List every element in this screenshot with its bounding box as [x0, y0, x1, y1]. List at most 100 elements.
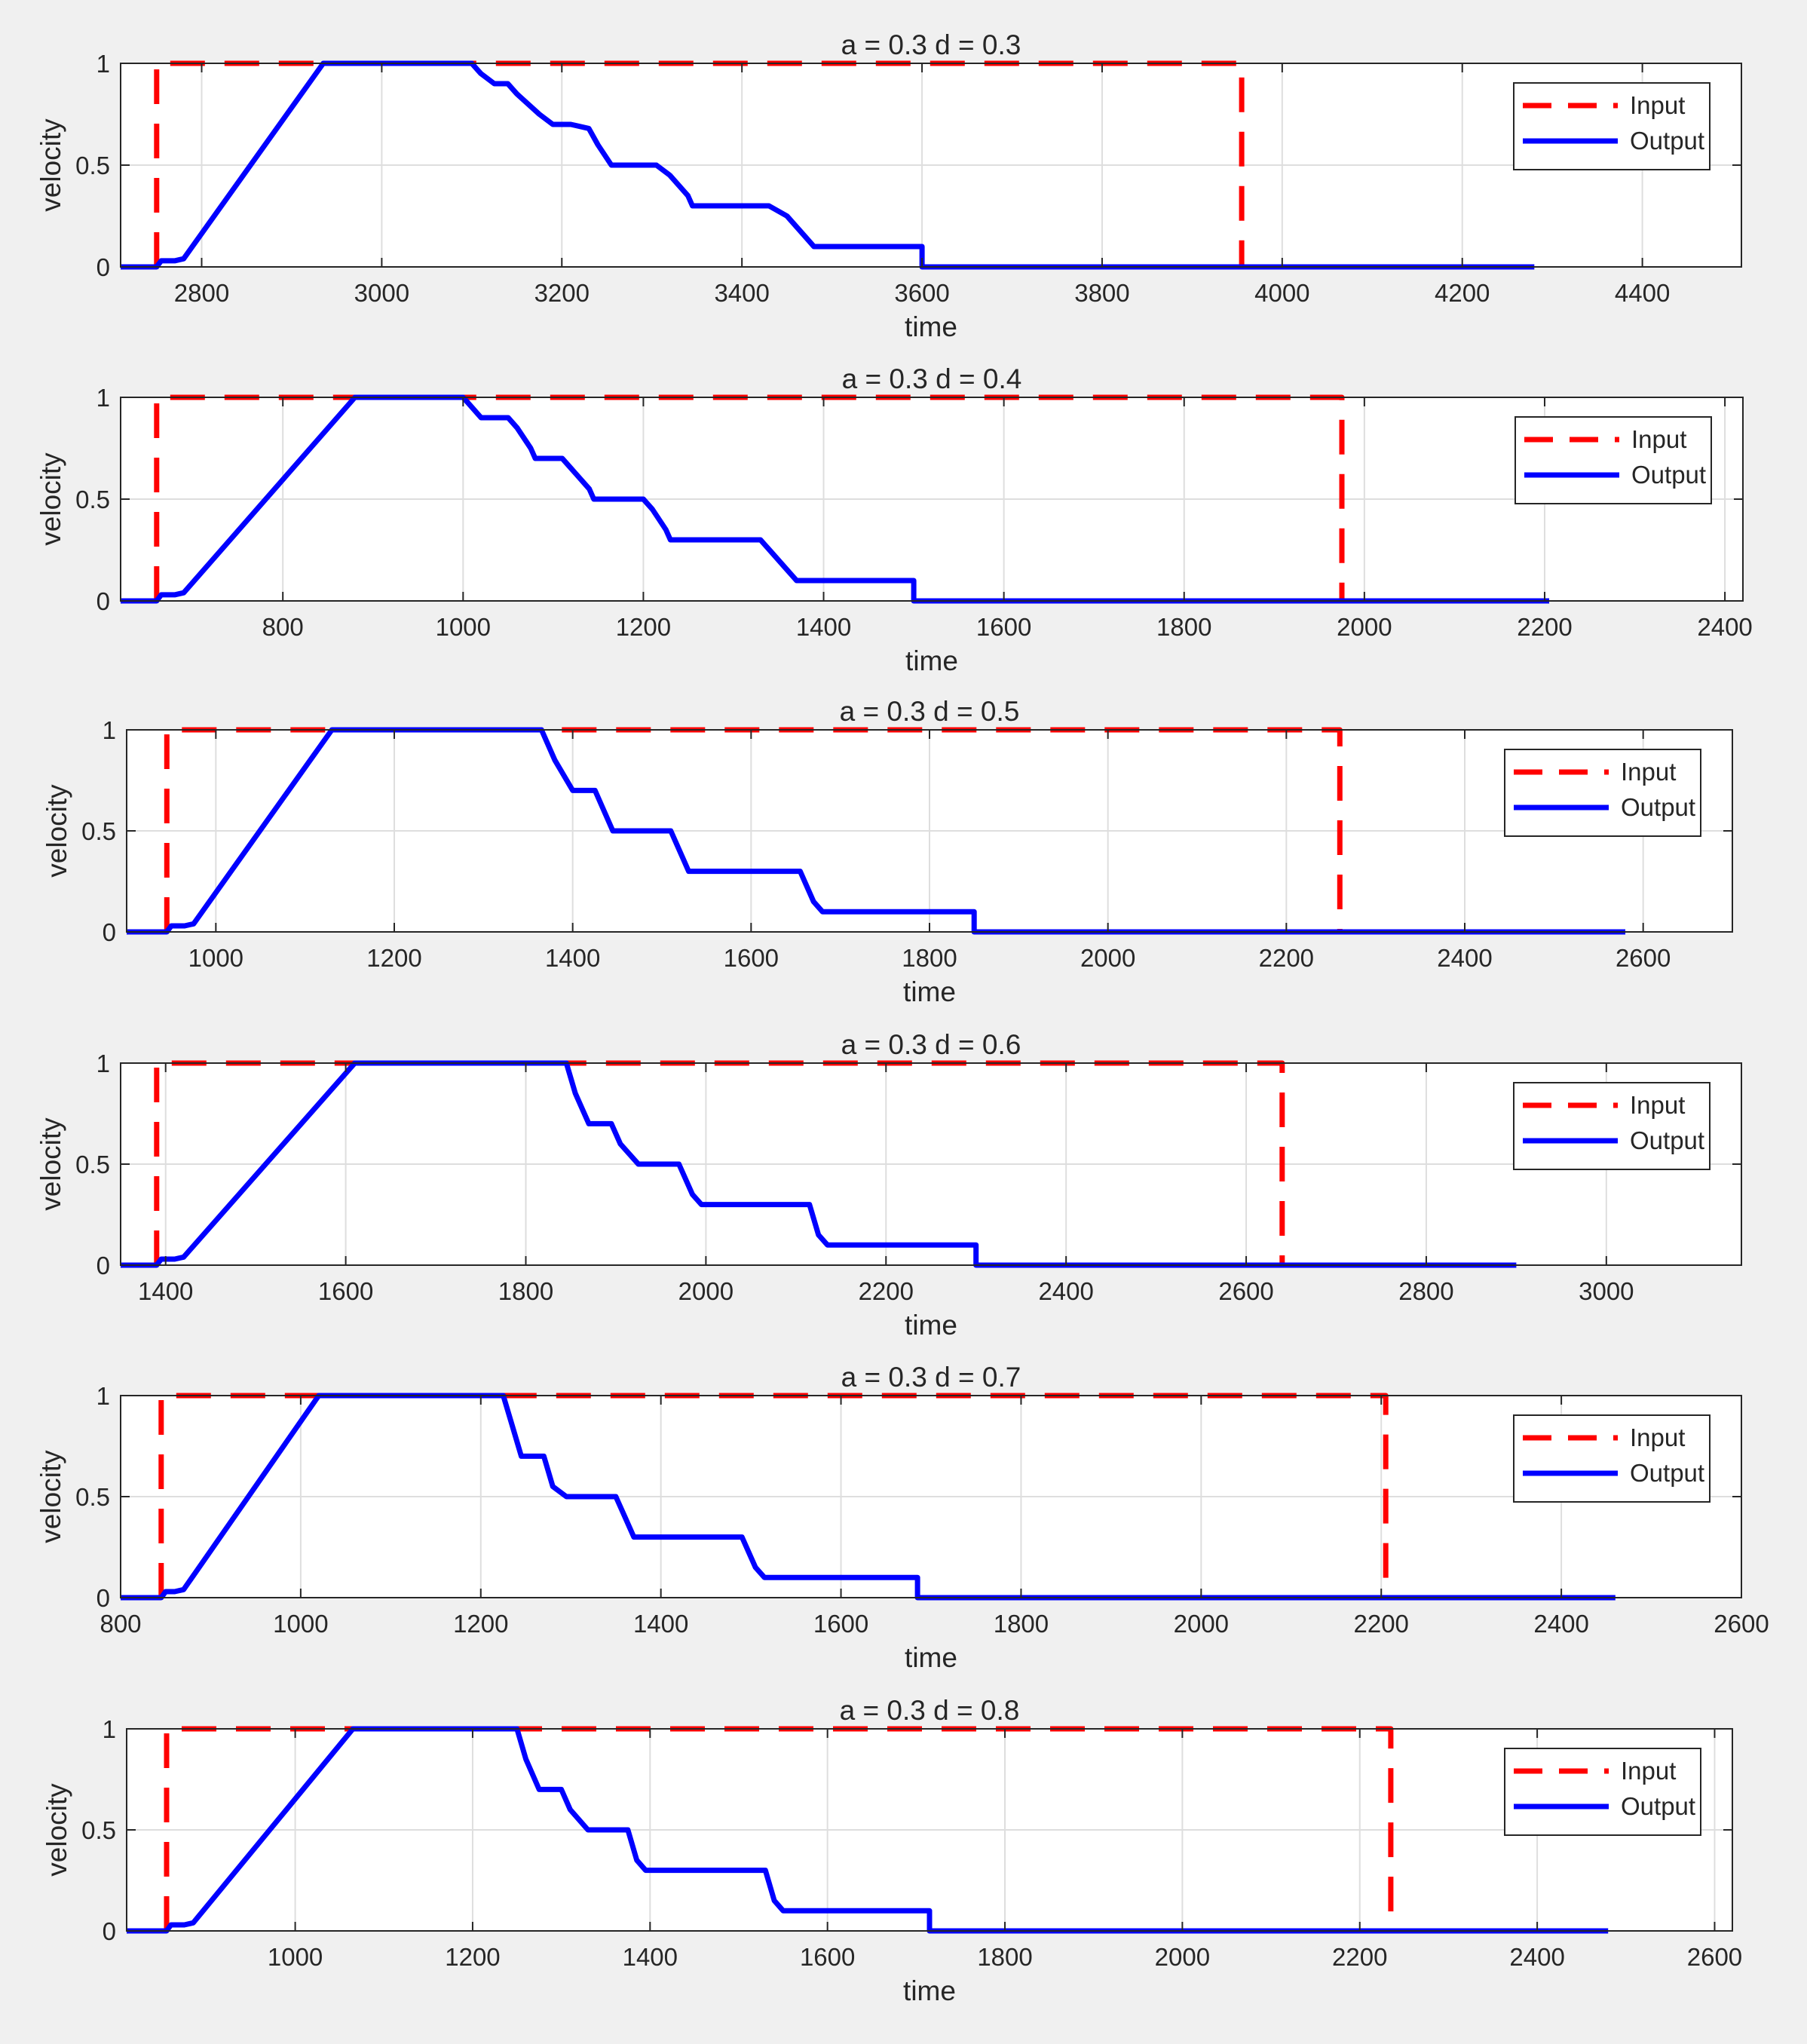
legend-input-label: Input — [1630, 91, 1685, 119]
x-tick-label: 1400 — [796, 613, 851, 641]
x-tick-label: 4000 — [1254, 279, 1309, 307]
y-tick-label: 0 — [103, 918, 116, 946]
y-tick-label: 0 — [96, 253, 110, 281]
y-tick-label: 0.5 — [75, 1483, 110, 1511]
subplot-6: 1000 1200 1400 1600 1800 2000 2200 2400 2600 0 0.5… — [41, 1695, 1742, 2006]
x-tick-label: 4400 — [1615, 279, 1670, 307]
x-tick-label: 1800 — [1156, 613, 1211, 641]
series-input-line — [154, 394, 1345, 601]
y-axis-label: velocity — [35, 1450, 66, 1543]
x-axis-label: time — [905, 1642, 957, 1673]
y-tick-label: 1 — [96, 1050, 110, 1077]
y-axis-label: velocity — [35, 452, 66, 546]
x-tick-label: 1000 — [273, 1610, 328, 1638]
x-tick-label: 2000 — [1337, 613, 1392, 641]
legend: Input Output — [1513, 1082, 1711, 1170]
x-tick-label: 1200 — [616, 613, 671, 641]
y-axis-label: velocity — [41, 1783, 72, 1877]
chart-title: a = 0.3 d = 0.6 — [841, 1029, 1021, 1060]
legend-input-label: Input — [1621, 1757, 1676, 1785]
subplot-2: 800 1000 1200 1400 1600 1800 2000 2200 2400 0 0.5 1… — [35, 363, 1753, 676]
legend-box — [1515, 416, 1712, 504]
x-tick-label: 2600 — [1687, 1943, 1742, 1971]
x-tick-label: 2000 — [1080, 944, 1135, 972]
legend-input-label: Input — [1630, 1091, 1685, 1119]
x-tick-label: 2200 — [1517, 613, 1572, 641]
x-axis-label: time — [905, 1310, 957, 1341]
x-tick-label: 1000 — [268, 1943, 323, 1971]
x-axis-label: time — [905, 645, 958, 676]
y-tick-label: 1 — [96, 50, 110, 78]
x-tick-label: 2400 — [1697, 613, 1752, 641]
legend: Input Output — [1515, 416, 1712, 504]
legend-box — [1504, 1748, 1701, 1836]
x-tick-label: 800 — [262, 613, 304, 641]
y-tick-label: 0 — [103, 1917, 116, 1945]
y-tick-label: 1 — [96, 1382, 110, 1410]
x-axis-label: time — [903, 976, 956, 1007]
x-tick-label: 2200 — [1354, 1610, 1409, 1638]
series-output-line — [121, 1393, 1616, 1601]
y-tick-label: 0.5 — [75, 486, 110, 513]
legend-box — [1513, 1414, 1711, 1503]
series-output-line — [127, 1726, 1609, 1934]
series-input-line — [164, 1726, 1394, 1931]
legend-box — [1504, 749, 1701, 837]
x-tick-label: 1600 — [318, 1277, 373, 1305]
legend: Input Output — [1504, 749, 1701, 837]
legend-output-label: Output — [1621, 1792, 1695, 1820]
series-output-line — [121, 394, 1549, 604]
x-axis-label: time — [903, 1975, 956, 2006]
series-output-line — [127, 727, 1625, 935]
x-tick-label: 3400 — [714, 279, 769, 307]
x-tick-label: 1400 — [633, 1610, 688, 1638]
legend-output-label: Output — [1630, 1459, 1704, 1487]
x-tick-label: 2200 — [1332, 1943, 1387, 1971]
series-input-line — [154, 60, 1245, 267]
y-tick-label: 1 — [96, 384, 110, 412]
y-tick-label: 0.5 — [81, 1816, 116, 1844]
x-tick-label: 1600 — [724, 944, 779, 972]
x-tick-label: 2200 — [1259, 944, 1314, 972]
x-tick-label: 1600 — [800, 1943, 855, 1971]
x-tick-label: 3600 — [894, 279, 949, 307]
y-axis-label: velocity — [35, 1117, 66, 1211]
chart-title: a = 0.3 d = 0.3 — [841, 29, 1021, 60]
x-tick-label: 2400 — [1437, 944, 1492, 972]
legend-box — [1513, 82, 1711, 170]
x-tick-label: 1600 — [813, 1610, 868, 1638]
x-tick-label: 2400 — [1533, 1610, 1588, 1638]
x-tick-label: 1200 — [366, 944, 421, 972]
legend: Input Output — [1504, 1748, 1701, 1836]
x-tick-label: 2200 — [859, 1277, 914, 1305]
x-tick-label: 3000 — [1579, 1277, 1634, 1305]
x-tick-label: 2400 — [1509, 1943, 1564, 1971]
legend: Input Output — [1513, 82, 1711, 170]
x-tick-label: 1200 — [445, 1943, 500, 1971]
y-tick-label: 0 — [96, 1252, 110, 1279]
x-tick-label: 4200 — [1435, 279, 1490, 307]
x-tick-label: 2600 — [1714, 1610, 1769, 1638]
subplot-5: 800 1000 1200 1400 1600 1800 2000 2200 2400 2600 0… — [35, 1362, 1769, 1673]
x-tick-label: 1800 — [977, 1943, 1032, 1971]
subplot-4: 1400 1600 1800 2000 2200 2400 2600 2800 3000 0 0.5… — [35, 1029, 1742, 1341]
y-tick-label: 0 — [96, 587, 110, 615]
legend: Input Output — [1513, 1414, 1711, 1503]
y-tick-label: 1 — [103, 1715, 116, 1743]
x-tick-label: 3200 — [534, 279, 590, 307]
x-tick-label: 1800 — [994, 1610, 1049, 1638]
y-tick-label: 0.5 — [75, 152, 110, 179]
subplot-3: 1000 1200 1400 1600 1800 2000 2200 2400 2600 0 0.5… — [41, 696, 1733, 1007]
chart-title: a = 0.3 d = 0.7 — [841, 1362, 1021, 1393]
x-tick-label: 2800 — [174, 279, 229, 307]
legend-input-label: Input — [1621, 758, 1676, 786]
chart-title: a = 0.3 d = 0.8 — [840, 1695, 1020, 1726]
y-axis-label: velocity — [41, 784, 72, 878]
y-tick-label: 0.5 — [75, 1151, 110, 1178]
x-axis-label: time — [905, 311, 957, 342]
legend-input-label: Input — [1631, 425, 1686, 453]
chart-title: a = 0.3 d = 0.4 — [842, 363, 1022, 394]
x-tick-label: 2000 — [678, 1277, 734, 1305]
